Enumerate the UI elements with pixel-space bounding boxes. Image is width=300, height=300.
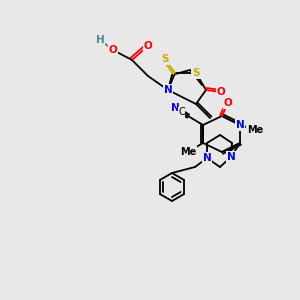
Text: O: O (144, 41, 152, 51)
Text: Me: Me (247, 125, 263, 135)
Text: O: O (217, 87, 225, 97)
Text: Me: Me (180, 147, 196, 157)
Text: O: O (109, 45, 117, 55)
Text: S: S (192, 68, 200, 78)
Text: S: S (161, 54, 169, 64)
Text: C: C (178, 107, 185, 117)
Text: N: N (226, 152, 236, 162)
Text: O: O (224, 98, 232, 108)
Text: N: N (236, 120, 244, 130)
Text: N: N (164, 85, 172, 95)
Text: N: N (171, 103, 179, 113)
Text: N: N (202, 153, 211, 163)
Text: H: H (96, 35, 104, 45)
